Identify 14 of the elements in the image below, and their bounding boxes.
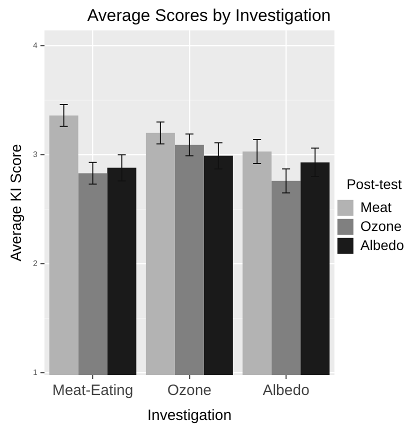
x-tick-label: Albedo	[262, 382, 310, 400]
y-tick-label: 4	[32, 40, 38, 50]
y-axis-title: Average KI Score	[8, 144, 26, 262]
legend-label: Meat	[360, 198, 392, 215]
y-tick-label: 2	[32, 258, 38, 268]
chart-title: Average Scores by Investigation	[87, 6, 331, 25]
x-tick-label: Ozone	[167, 382, 212, 400]
y-tick-label: 3	[32, 150, 38, 159]
y-tick-label: 1	[32, 368, 38, 378]
x-axis-title: Investigation	[147, 407, 232, 424]
x-tick-label: Meat-Eating	[52, 382, 134, 400]
legend-label: Ozone	[360, 218, 402, 234]
legend-title: Post-test	[346, 176, 402, 192]
legend-label: Albedo	[360, 236, 404, 253]
